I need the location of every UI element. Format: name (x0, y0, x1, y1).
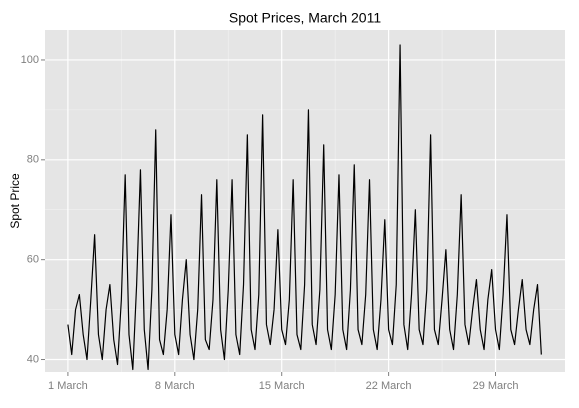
x-tick-label: 1 March (48, 380, 88, 392)
x-tick-label: 8 March (155, 380, 195, 392)
y-tick-label: 100 (21, 54, 39, 66)
y-tick-label: 60 (27, 254, 39, 266)
x-tick-label: 22 March (366, 380, 412, 392)
panel (45, 30, 565, 372)
price-line (67, 44, 542, 371)
x-tick-label: 29 March (473, 380, 519, 392)
y-tick-label: 40 (27, 353, 39, 365)
y-axis-label: Spot Price (8, 173, 22, 229)
x-tick-label: 15 March (259, 380, 305, 392)
y-tick-label: 80 (27, 154, 39, 166)
chart-title: Spot Prices, March 2011 (229, 10, 381, 26)
